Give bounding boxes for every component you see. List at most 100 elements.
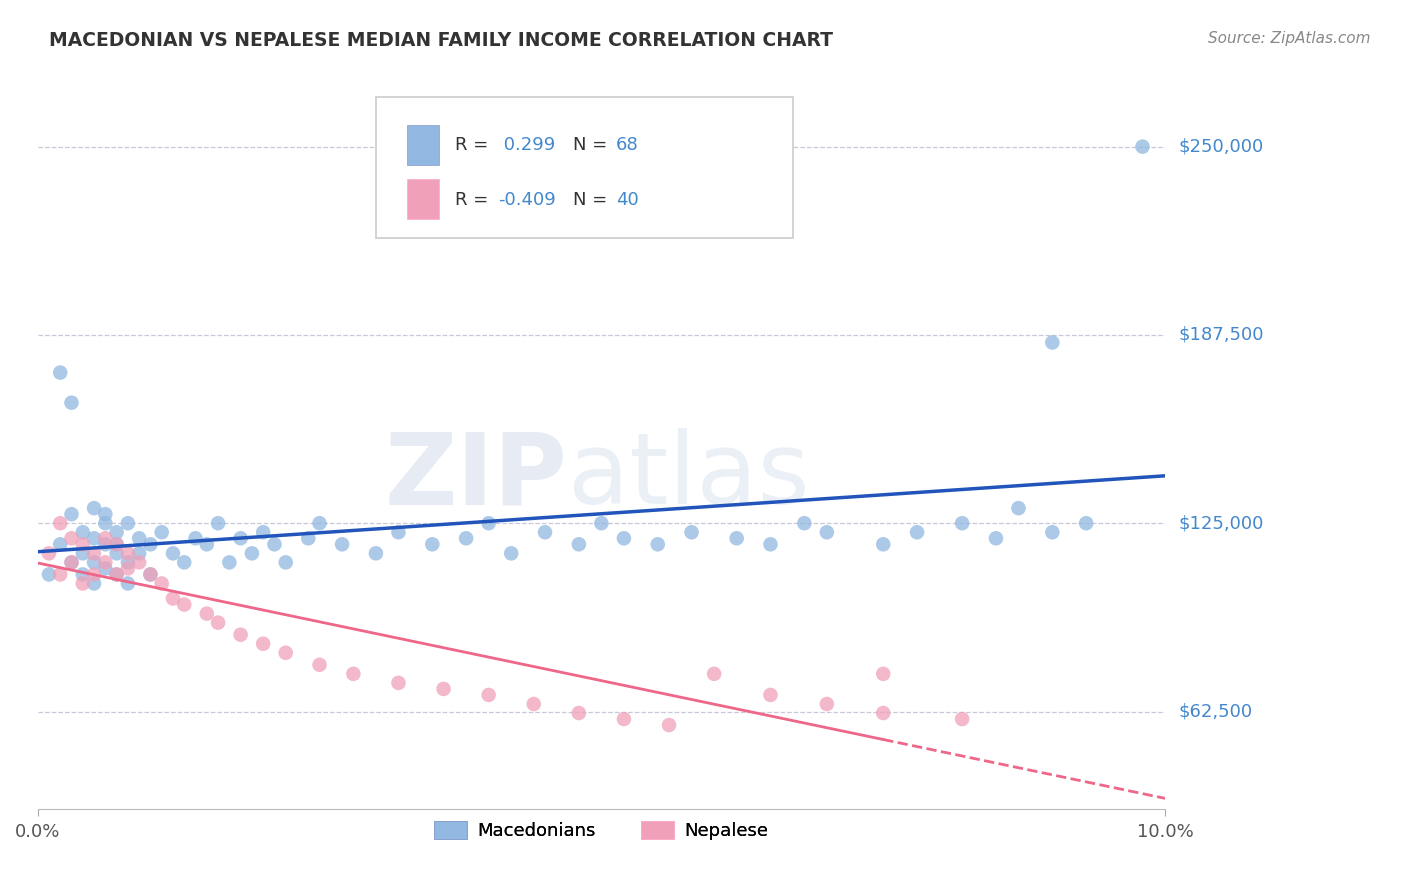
Point [139, 567, 162, 582]
Text: atlas: atlas [568, 428, 810, 525]
Text: $125,000: $125,000 [1180, 514, 1264, 533]
Point [72, 546, 94, 560]
Point [139, 567, 162, 582]
Point [83, 531, 105, 545]
Point [38, 567, 60, 582]
Point [681, 525, 703, 540]
Text: 40: 40 [616, 191, 638, 209]
Point [905, 525, 928, 540]
Point [387, 676, 409, 690]
Point [83, 501, 105, 516]
Point [105, 567, 128, 582]
Point [1040, 335, 1063, 350]
Point [128, 531, 150, 545]
Point [252, 637, 274, 651]
Point [759, 537, 782, 551]
Point [60, 507, 83, 521]
Point [229, 628, 252, 642]
Text: N =: N = [574, 191, 613, 209]
Point [117, 555, 139, 569]
Text: R =: R = [454, 191, 494, 209]
Point [162, 546, 184, 560]
Point [117, 516, 139, 531]
Point [94, 537, 117, 551]
Point [658, 718, 681, 732]
Point [342, 666, 364, 681]
Point [60, 395, 83, 409]
Point [534, 525, 557, 540]
Point [94, 531, 117, 545]
Point [49, 567, 72, 582]
Point [49, 516, 72, 531]
Point [308, 516, 330, 531]
Point [984, 531, 1007, 545]
Point [38, 546, 60, 560]
Point [872, 537, 894, 551]
Point [83, 546, 105, 560]
Point [568, 706, 591, 720]
Point [815, 697, 838, 711]
Point [793, 516, 815, 531]
Text: Source: ZipAtlas.com: Source: ZipAtlas.com [1208, 31, 1371, 46]
Point [240, 546, 263, 560]
Text: 0.299: 0.299 [498, 136, 555, 154]
Text: ZIP: ZIP [385, 428, 568, 525]
Point [229, 531, 252, 545]
Point [725, 531, 748, 545]
Point [150, 525, 173, 540]
Point [330, 537, 353, 551]
FancyBboxPatch shape [408, 179, 439, 219]
Point [263, 537, 285, 551]
Point [72, 567, 94, 582]
Point [49, 537, 72, 551]
Point [195, 607, 218, 621]
Text: R =: R = [454, 136, 494, 154]
FancyBboxPatch shape [408, 125, 439, 165]
Point [94, 555, 117, 569]
Point [950, 516, 973, 531]
Point [1040, 525, 1063, 540]
Text: -0.409: -0.409 [498, 191, 555, 209]
FancyBboxPatch shape [375, 97, 793, 238]
Point [387, 525, 409, 540]
Point [432, 681, 454, 696]
Point [950, 712, 973, 726]
Point [308, 657, 330, 672]
Point [83, 567, 105, 582]
Point [117, 561, 139, 575]
Point [872, 706, 894, 720]
Point [173, 555, 195, 569]
Point [105, 567, 128, 582]
Point [195, 537, 218, 551]
Point [815, 525, 838, 540]
Point [274, 646, 297, 660]
Point [173, 598, 195, 612]
Point [478, 688, 501, 702]
Point [117, 576, 139, 591]
Point [60, 555, 83, 569]
Point [72, 525, 94, 540]
Text: $187,500: $187,500 [1180, 326, 1264, 344]
Point [274, 555, 297, 569]
Point [1007, 501, 1029, 516]
Point [60, 531, 83, 545]
Point [456, 531, 478, 545]
Point [105, 546, 128, 560]
Point [150, 576, 173, 591]
Point [83, 576, 105, 591]
Point [420, 537, 443, 551]
Text: $62,500: $62,500 [1180, 703, 1253, 721]
Point [297, 531, 319, 545]
Point [647, 537, 669, 551]
Point [162, 591, 184, 606]
Point [613, 531, 636, 545]
Point [94, 507, 117, 521]
Point [49, 366, 72, 380]
Point [252, 525, 274, 540]
Point [105, 537, 128, 551]
Point [184, 531, 207, 545]
Point [128, 555, 150, 569]
Point [83, 555, 105, 569]
Point [364, 546, 387, 560]
Point [872, 666, 894, 681]
